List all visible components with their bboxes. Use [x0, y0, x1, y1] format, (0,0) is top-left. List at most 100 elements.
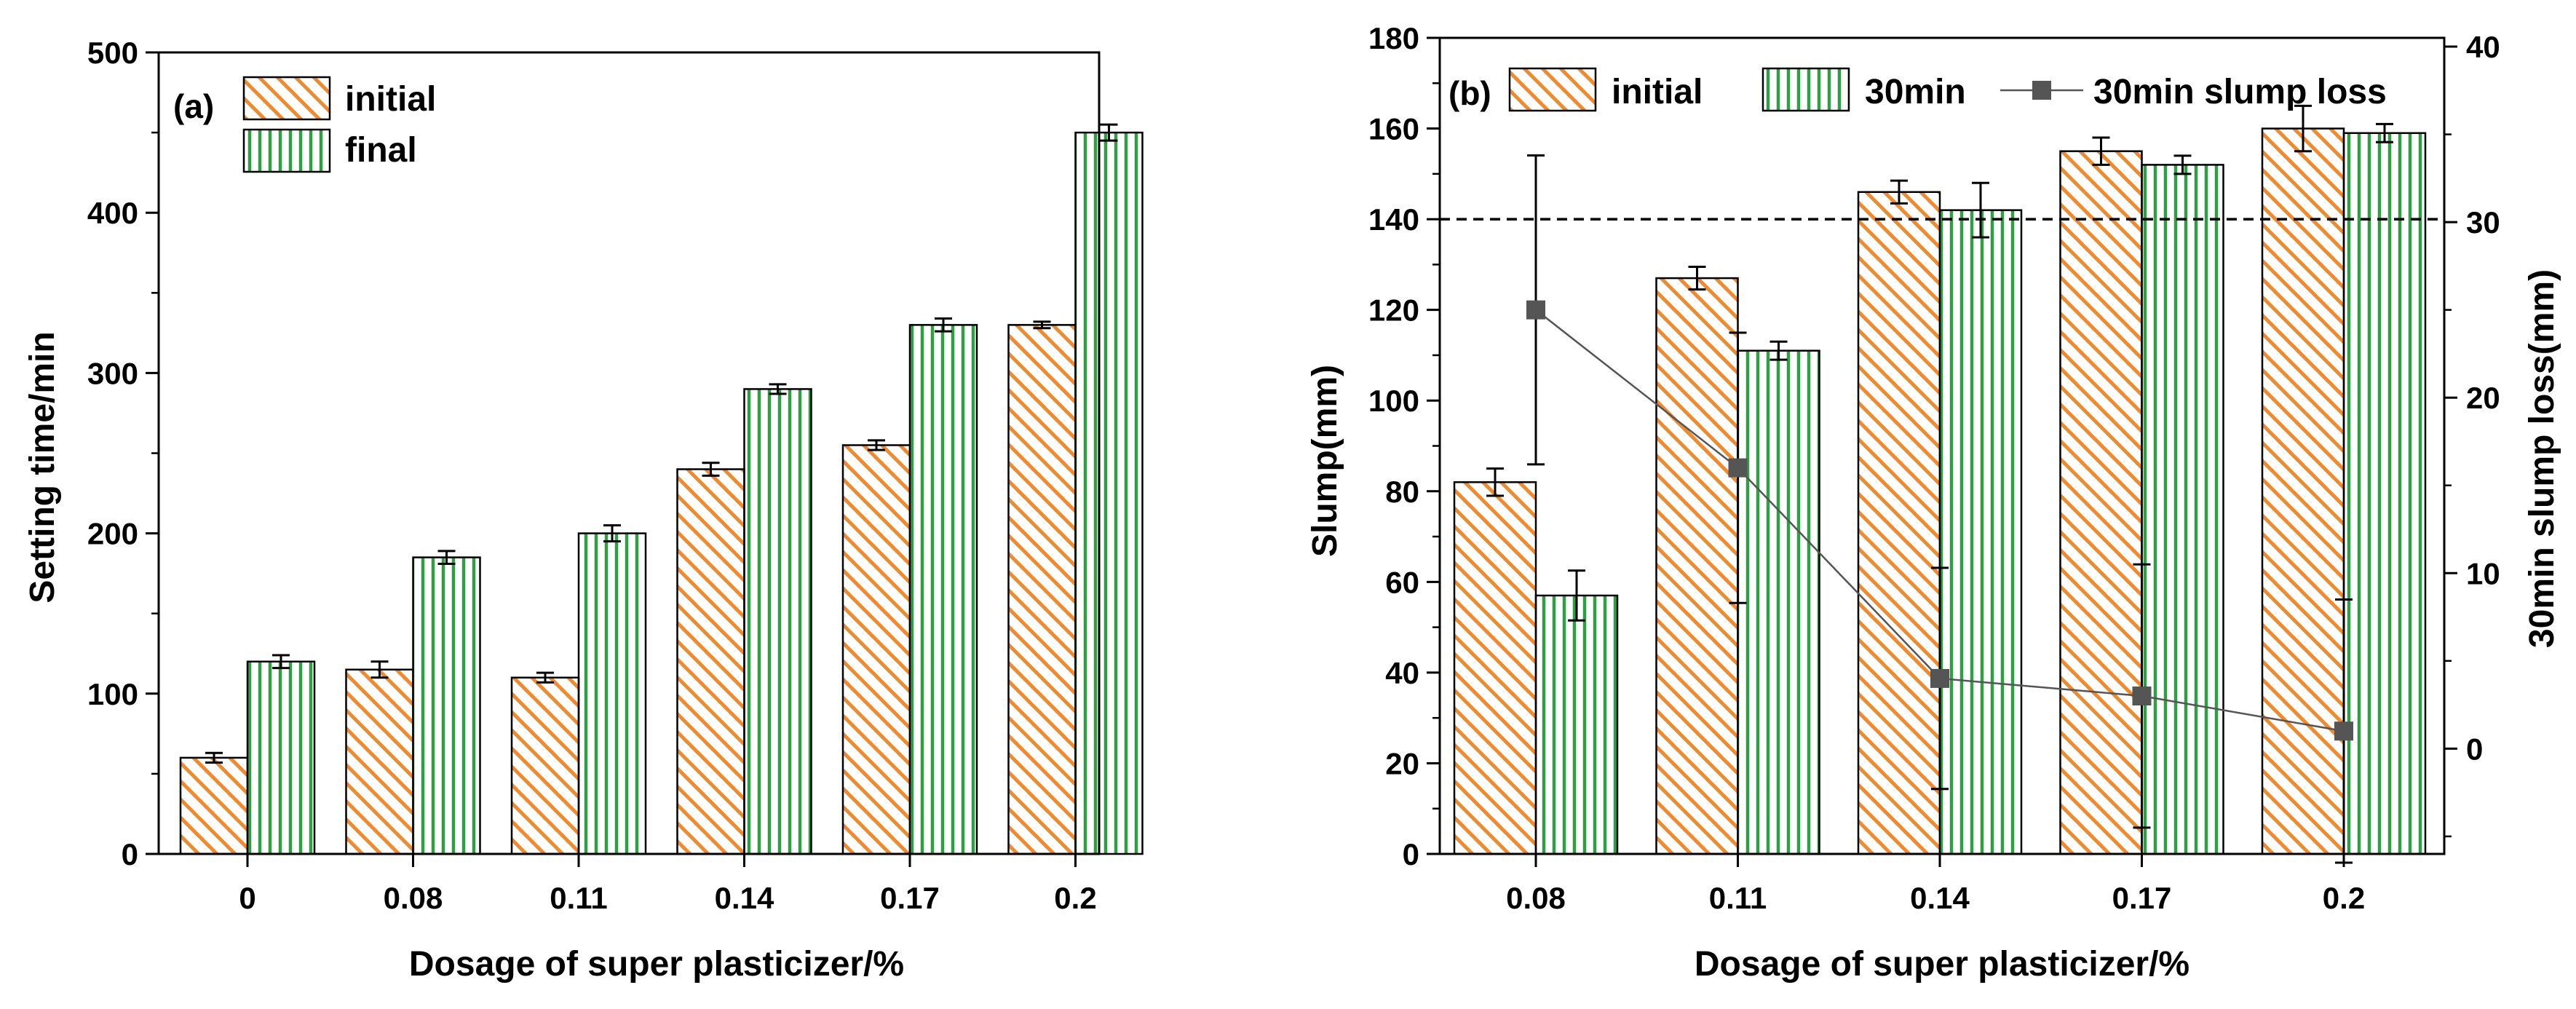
bar-final-0.17	[908, 324, 978, 855]
x-tick-label-b: 0.17	[2112, 881, 2172, 915]
x-axis-label-a: Dosage of super plasticizer/%	[409, 945, 904, 984]
error-bar-final-0	[272, 654, 290, 670]
error-bar-initial-0.08	[370, 660, 389, 679]
bar-initial-0.11	[510, 676, 580, 855]
y2-tick-label-b: 10	[2466, 556, 2500, 590]
error-bar-final-0.08	[437, 550, 456, 565]
y-tick-label-a: 0	[122, 837, 138, 871]
y-axis-label-b: Slump(mm)	[1306, 365, 1344, 557]
y-tick-label-a: 200	[87, 517, 138, 551]
error-bar-final-0.17	[935, 317, 952, 333]
y-tick-label-b: 80	[1385, 475, 1419, 509]
legend-b: initial 30min 30min slump loss	[1508, 67, 2387, 112]
y2-tick-label-b: 40	[2466, 30, 2500, 64]
error-bar-initial-0.2	[1033, 320, 1051, 330]
bar-final-0.08	[412, 556, 481, 855]
bar-initial-0.2	[1007, 324, 1077, 855]
bar-30min-0.2	[2342, 132, 2427, 855]
y-tick-label-a: 100	[87, 677, 138, 711]
legend-swatch-initial-b	[1508, 67, 1597, 112]
error-bar-initial-0.14	[1890, 179, 1908, 205]
point-slump-loss-0.17	[2132, 686, 2152, 706]
x-tick-label-a: 0	[239, 881, 255, 915]
error-bar-initial-0.11	[1688, 266, 1706, 291]
bar-initial-0.08	[345, 668, 414, 855]
bar-30min-0.14	[1938, 209, 2023, 855]
point-slump-loss-0.11	[1728, 458, 1748, 478]
bar-initial-0.17	[841, 444, 911, 855]
x-tick-label-b: 0.2	[2323, 881, 2365, 915]
legend-label-final: final	[345, 131, 417, 170]
error-bar-30min-0.08	[1568, 569, 1585, 622]
error-bar-30min-0.14	[1972, 181, 1989, 239]
bar-initial-0.14	[1857, 191, 1941, 855]
bar-initial-0.17	[2059, 150, 2143, 855]
panel-label-b: (b)	[1448, 74, 1491, 112]
y-tick-label-b: 120	[1368, 293, 1419, 328]
error-bar-final-0.2	[1100, 123, 1118, 142]
x-tick-label-a: 0.2	[1054, 881, 1096, 915]
y-tick-label-b: 20	[1385, 746, 1419, 780]
error-bar-30min-0.2	[2376, 122, 2393, 143]
bar-initial-0.08	[1453, 481, 1537, 855]
bar-final-0.14	[743, 388, 812, 855]
x-axis-label-b: Dosage of super plasticizer/%	[1695, 945, 2189, 984]
x-tick-label-a: 0.17	[880, 881, 940, 915]
legend-swatch-initial	[242, 76, 331, 121]
bar-initial-0.11	[1655, 277, 1739, 855]
y2-tick-label-b: 20	[2466, 381, 2500, 415]
point-slump-loss-0.08	[1526, 300, 1545, 320]
y-tick-label-a: 300	[87, 356, 138, 390]
x-tick-label-a: 0.11	[550, 881, 607, 915]
bar-final-0	[246, 660, 316, 855]
point-slump-loss-0.2	[2334, 721, 2353, 741]
legend-marker-slump-loss	[2032, 81, 2051, 100]
legend-swatch-final	[242, 128, 331, 173]
x-tick-label-a: 0.14	[715, 881, 774, 915]
legend-label-slump-loss: 30min slump loss	[2093, 73, 2387, 111]
y-tick-label-b: 140	[1368, 202, 1419, 237]
bar-30min-0.17	[2141, 164, 2224, 855]
error-bar-30min-0.11	[1769, 340, 1788, 361]
bar-initial-0	[179, 756, 249, 855]
bar-final-0.2	[1074, 131, 1144, 855]
y-tick-label-b: 40	[1385, 656, 1419, 690]
y-tick-label-b: 0	[1403, 837, 1419, 871]
legend-label-30min: 30min	[1865, 73, 1966, 111]
bar-initial-0.2	[2261, 127, 2345, 855]
error-bar-initial-0.14	[702, 462, 720, 477]
slump-chart: 0 20 40 60 80 100 120 140 160 180 0 10 20 30 40 0.08 0…	[1306, 21, 2561, 984]
bar-30min-0.11	[1737, 349, 1820, 855]
error-bar-final-0.11	[603, 524, 621, 543]
bar-initial-0.14	[676, 468, 745, 855]
error-bar-initial-0.2	[2294, 104, 2312, 153]
y-tick-label-b: 60	[1385, 565, 1419, 599]
y2-axis-label-b: 30min slump loss(mm)	[2523, 269, 2561, 648]
error-bar-initial-0.08	[1486, 467, 1504, 497]
legend-label-initial-b: initial	[1612, 73, 1703, 111]
legend-label-initial: initial	[345, 80, 436, 119]
y2-tick-label-b: 0	[2466, 732, 2483, 766]
error-bar-initial-0.17	[868, 439, 885, 451]
y-tick-label-a: 400	[87, 196, 138, 230]
error-bar-initial-0	[205, 751, 223, 764]
x-tick-label-b: 0.08	[1506, 881, 1566, 915]
y-tick-label-b: 180	[1368, 21, 1419, 55]
error-bar-final-0.14	[769, 383, 787, 395]
panel-label-a: (a)	[173, 87, 214, 125]
y2-tick-label-b: 30	[2466, 205, 2500, 240]
x-tick-label-a: 0.08	[384, 881, 443, 915]
setting-time-chart: 0 100 200 300 400 500 0 0.08 0.11 0.14 0.17 0.2 (a…	[23, 36, 1144, 984]
y-axis-label-a: Setting time/min	[23, 331, 62, 603]
bar-30min-0.08	[1534, 594, 1619, 855]
x-tick-label-b: 0.14	[1910, 881, 1970, 915]
point-slump-loss-0.14	[1930, 668, 1949, 688]
error-bar-30min-0.17	[2173, 154, 2192, 175]
error-bar-initial-0.17	[2092, 136, 2110, 166]
bar-final-0.11	[577, 532, 647, 855]
y-tick-label-b: 160	[1368, 112, 1419, 146]
x-tick-label-b: 0.11	[1709, 881, 1767, 915]
y-tick-label-b: 100	[1368, 384, 1419, 418]
legend-swatch-30min	[1761, 67, 1850, 112]
